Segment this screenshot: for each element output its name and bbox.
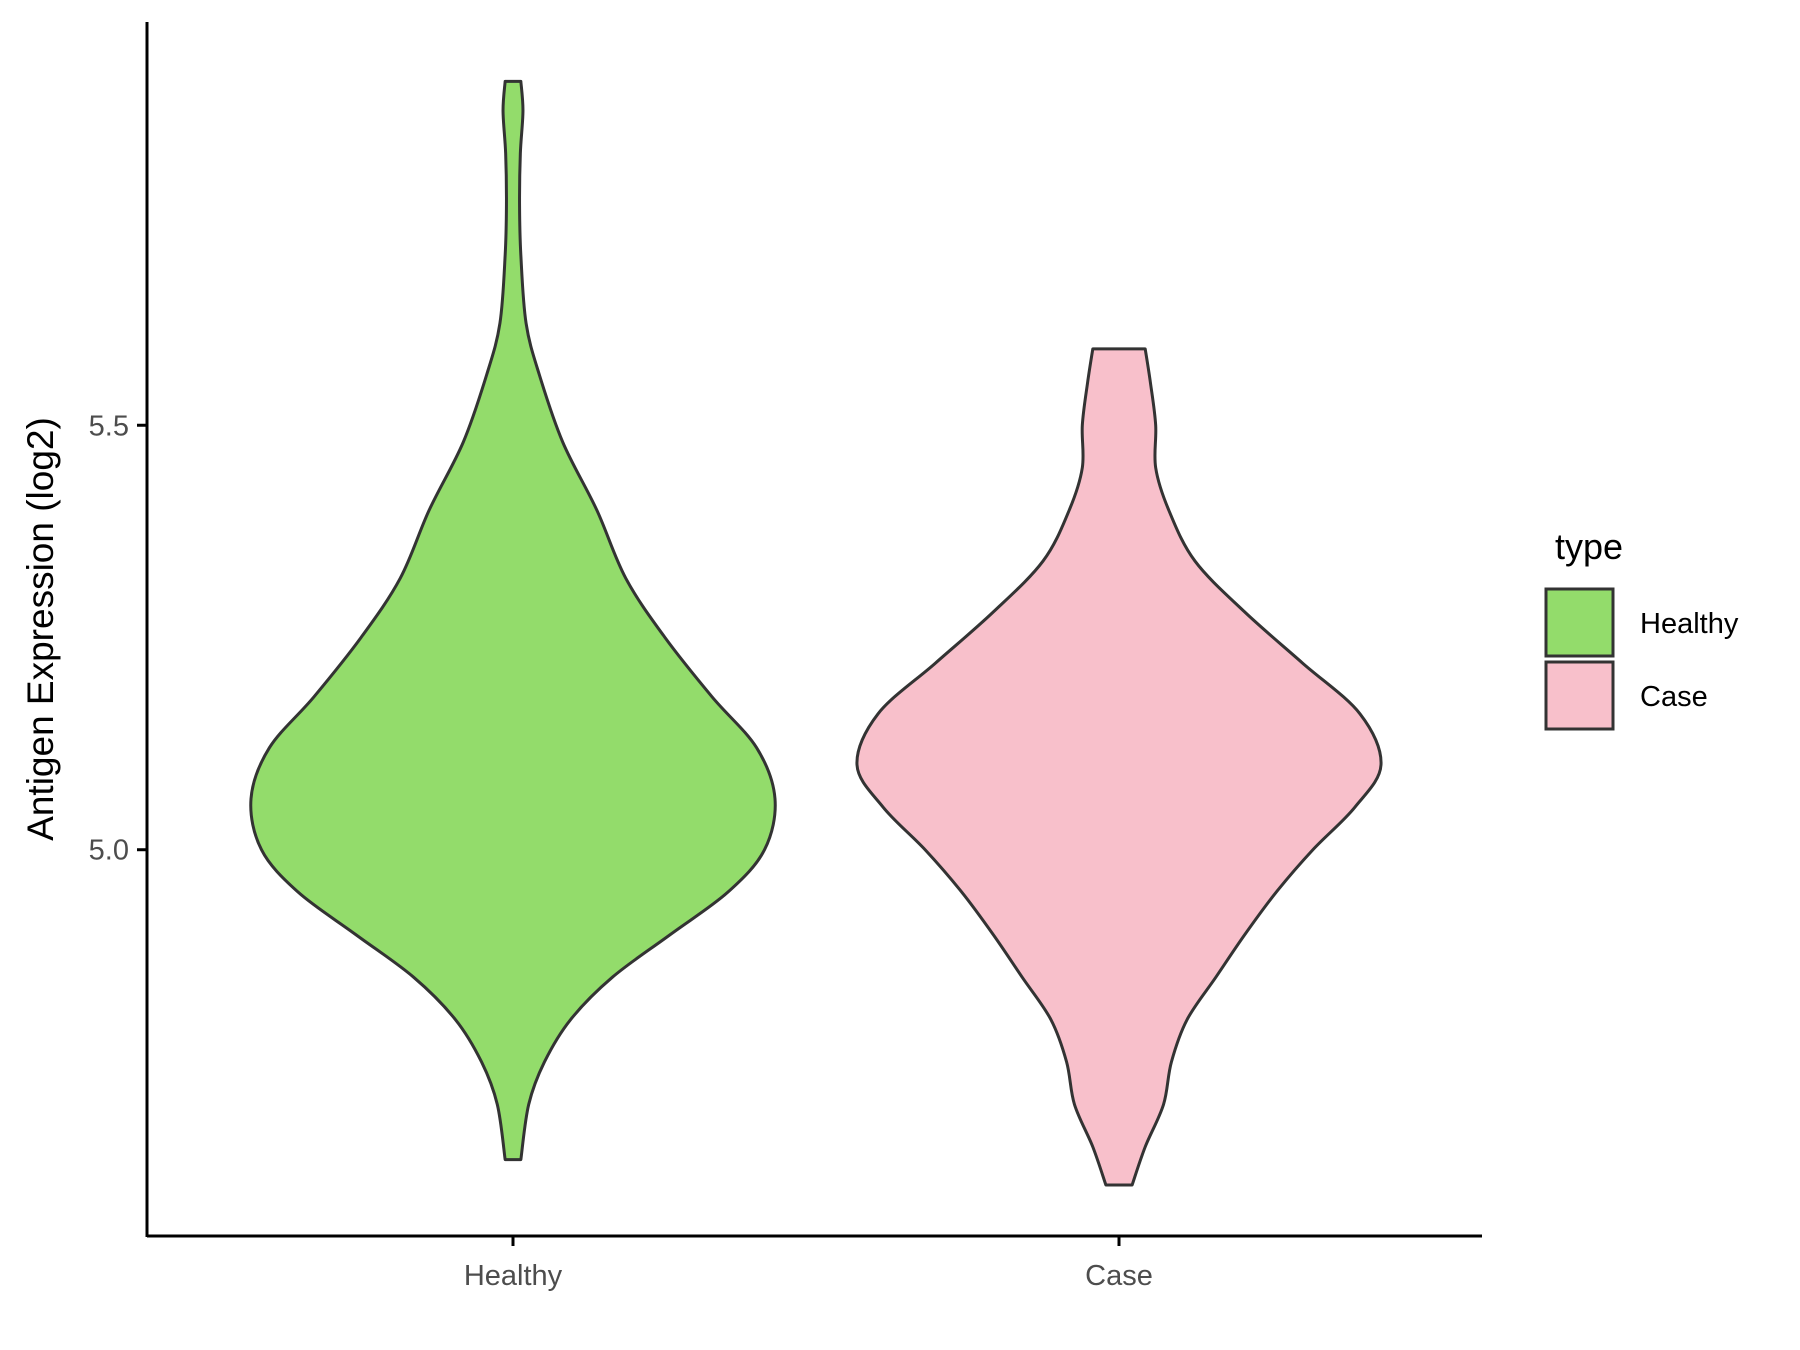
legend-label-case: Case [1640, 681, 1708, 713]
violins-layer [249, 79, 1383, 1187]
legend-entries: Healthy Case [1544, 587, 1739, 731]
x-tick-label: Case [1085, 1260, 1153, 1292]
y-ticks: 5.0 5.5 [89, 410, 147, 867]
violin-healthy [249, 79, 777, 1162]
legend-title: type [1555, 526, 1623, 567]
x-ticks: Healthy Case [464, 1236, 1153, 1292]
y-axis-title: Antigen Expression (log2) [20, 417, 61, 841]
violin-case [855, 347, 1383, 1187]
legend: type Healthy Case [1544, 526, 1739, 731]
legend-key-healthy [1544, 587, 1615, 658]
y-tick-label: 5.5 [89, 410, 129, 442]
legend-key-case [1544, 660, 1615, 731]
y-tick-label: 5.0 [89, 835, 129, 867]
x-tick-label: Healthy [464, 1260, 563, 1292]
legend-label-healthy: Healthy [1640, 608, 1739, 640]
